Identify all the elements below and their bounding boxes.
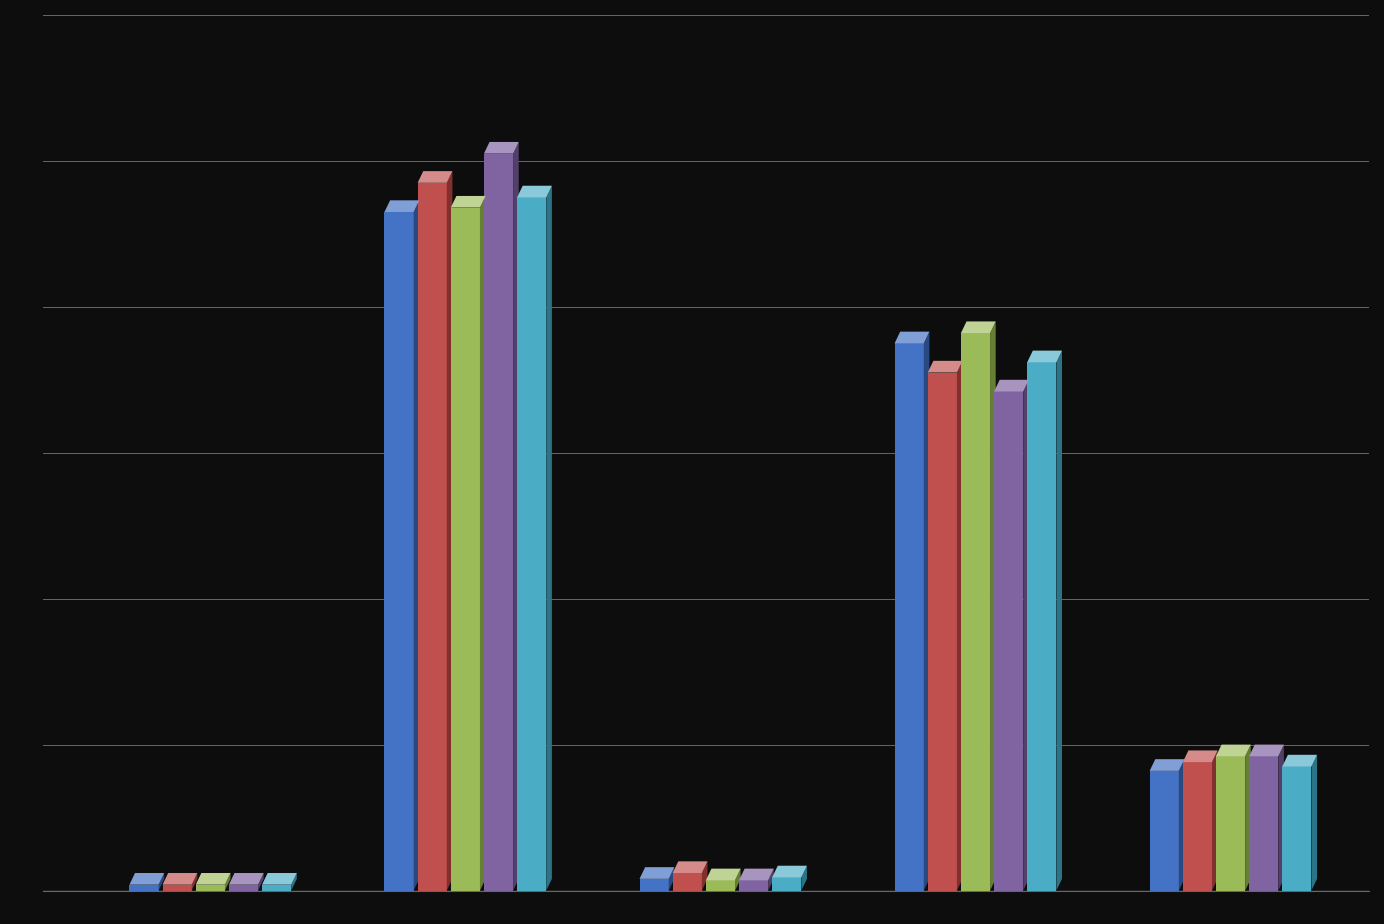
- Polygon shape: [484, 142, 519, 153]
- Polygon shape: [994, 380, 1028, 392]
- Polygon shape: [894, 344, 923, 891]
- Polygon shape: [162, 884, 192, 891]
- Polygon shape: [1179, 760, 1185, 891]
- Polygon shape: [994, 392, 1023, 891]
- Polygon shape: [484, 153, 513, 891]
- Polygon shape: [927, 361, 962, 372]
- Polygon shape: [1027, 350, 1062, 362]
- Polygon shape: [1150, 771, 1179, 891]
- Polygon shape: [195, 873, 231, 884]
- Polygon shape: [451, 208, 480, 891]
- Polygon shape: [1279, 745, 1284, 891]
- Polygon shape: [262, 873, 296, 884]
- Polygon shape: [159, 873, 165, 891]
- Polygon shape: [414, 201, 419, 891]
- Polygon shape: [513, 142, 519, 891]
- Polygon shape: [547, 186, 552, 891]
- Polygon shape: [418, 171, 453, 183]
- Polygon shape: [739, 869, 774, 881]
- Polygon shape: [1217, 745, 1251, 756]
- Polygon shape: [385, 212, 414, 891]
- Polygon shape: [1283, 755, 1318, 767]
- Polygon shape: [1250, 756, 1279, 891]
- Polygon shape: [257, 873, 264, 891]
- Polygon shape: [735, 869, 740, 891]
- Polygon shape: [923, 332, 930, 891]
- Polygon shape: [1312, 755, 1318, 891]
- Polygon shape: [960, 322, 995, 334]
- Polygon shape: [1183, 750, 1218, 762]
- Polygon shape: [1027, 362, 1056, 891]
- Polygon shape: [451, 196, 486, 208]
- Polygon shape: [262, 884, 291, 891]
- Polygon shape: [639, 867, 674, 879]
- Polygon shape: [129, 884, 159, 891]
- Polygon shape: [894, 332, 930, 344]
- Polygon shape: [162, 873, 198, 884]
- Polygon shape: [518, 198, 547, 891]
- Polygon shape: [927, 372, 956, 891]
- Polygon shape: [706, 869, 740, 881]
- Polygon shape: [768, 869, 774, 891]
- Polygon shape: [129, 873, 165, 884]
- Polygon shape: [1217, 756, 1246, 891]
- Polygon shape: [706, 881, 735, 891]
- Polygon shape: [956, 361, 962, 891]
- Polygon shape: [418, 183, 447, 891]
- Polygon shape: [224, 873, 231, 891]
- Polygon shape: [673, 861, 707, 873]
- Polygon shape: [291, 873, 296, 891]
- Polygon shape: [639, 879, 668, 891]
- Polygon shape: [801, 866, 807, 891]
- Polygon shape: [228, 873, 264, 884]
- Polygon shape: [1283, 767, 1312, 891]
- Polygon shape: [772, 878, 801, 891]
- Polygon shape: [447, 171, 453, 891]
- Polygon shape: [195, 884, 224, 891]
- Polygon shape: [1246, 745, 1251, 891]
- Polygon shape: [668, 867, 674, 891]
- Polygon shape: [385, 201, 419, 212]
- Polygon shape: [1023, 380, 1028, 891]
- Polygon shape: [480, 196, 486, 891]
- Polygon shape: [739, 881, 768, 891]
- Polygon shape: [673, 873, 702, 891]
- Polygon shape: [518, 186, 552, 198]
- Polygon shape: [1183, 762, 1212, 891]
- Polygon shape: [772, 866, 807, 878]
- Polygon shape: [1250, 745, 1284, 756]
- Polygon shape: [1150, 760, 1185, 771]
- Polygon shape: [702, 861, 707, 891]
- Polygon shape: [192, 873, 198, 891]
- Polygon shape: [1056, 350, 1062, 891]
- Polygon shape: [228, 884, 257, 891]
- Polygon shape: [1212, 750, 1218, 891]
- Polygon shape: [990, 322, 995, 891]
- Polygon shape: [960, 334, 990, 891]
